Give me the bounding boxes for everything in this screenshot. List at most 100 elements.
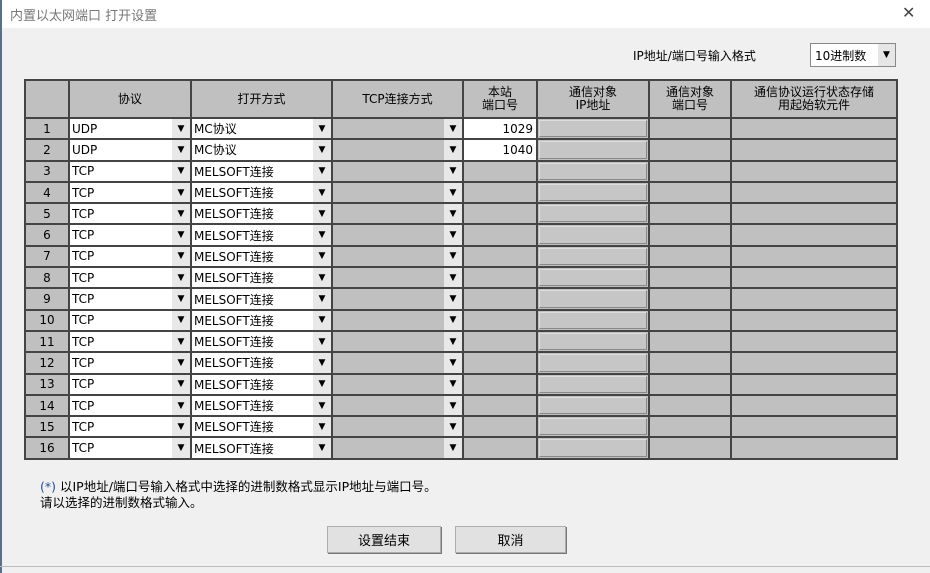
protocol-select[interactable]: TCP ▼ bbox=[68, 308, 192, 332]
open-method-select[interactable]: MELSOFT连接 ▼ bbox=[190, 266, 333, 290]
open-method-select[interactable]: MELSOFT连接 ▼ bbox=[190, 415, 333, 439]
tcp-connection-select[interactable]: ▼ bbox=[331, 138, 464, 162]
open-method-select[interactable]: MELSOFT连接 ▼ bbox=[190, 244, 333, 269]
chevron-down-icon[interactable]: ▼ bbox=[313, 332, 330, 351]
chevron-down-icon[interactable]: ▼ bbox=[444, 183, 461, 202]
chevron-down-icon[interactable]: ▼ bbox=[313, 141, 330, 159]
chevron-down-icon[interactable]: ▼ bbox=[444, 226, 461, 244]
tcp-connection-select[interactable]: ▼ bbox=[331, 202, 464, 226]
chevron-down-icon[interactable]: ▼ bbox=[313, 354, 330, 372]
open-method-select[interactable]: MC协议 ▼ bbox=[190, 116, 333, 141]
chevron-down-icon[interactable]: ▼ bbox=[172, 332, 189, 351]
chevron-down-icon[interactable]: ▼ bbox=[172, 226, 189, 244]
protocol-select[interactable]: TCP ▼ bbox=[68, 159, 192, 183]
finish-settings-button[interactable]: 设置结束 bbox=[327, 526, 441, 553]
chevron-down-icon[interactable]: ▼ bbox=[313, 162, 330, 180]
protocol-select[interactable]: TCP ▼ bbox=[68, 351, 192, 375]
chevron-down-icon[interactable]: ▼ bbox=[313, 396, 330, 415]
protocol-select[interactable]: TCP ▼ bbox=[68, 266, 192, 290]
protocol-select[interactable]: TCP ▼ bbox=[68, 244, 192, 269]
chevron-down-icon[interactable]: ▼ bbox=[313, 375, 330, 393]
tcp-connection-select[interactable]: ▼ bbox=[331, 180, 464, 205]
protocol-select[interactable]: UDP ▼ bbox=[68, 116, 192, 141]
protocol-select[interactable]: TCP ▼ bbox=[68, 287, 192, 311]
tcp-connection-select[interactable]: ▼ bbox=[331, 393, 464, 418]
chevron-down-icon[interactable]: ▼ bbox=[172, 205, 189, 223]
chevron-down-icon[interactable]: ▼ bbox=[172, 396, 189, 415]
chevron-down-icon[interactable]: ▼ bbox=[313, 290, 330, 308]
chevron-down-icon[interactable]: ▼ bbox=[444, 205, 461, 223]
protocol-select[interactable]: TCP ▼ bbox=[68, 329, 192, 354]
chevron-down-icon[interactable]: ▼ bbox=[444, 418, 461, 436]
open-method-select[interactable]: MELSOFT连接 ▼ bbox=[190, 180, 333, 205]
open-method-select[interactable]: MC协议 ▼ bbox=[190, 138, 333, 162]
open-method-select[interactable]: MELSOFT连接 ▼ bbox=[190, 436, 333, 460]
chevron-down-icon[interactable]: ▼ bbox=[172, 162, 189, 180]
tcp-connection-select[interactable]: ▼ bbox=[331, 266, 464, 290]
chevron-down-icon[interactable]: ▼ bbox=[313, 311, 330, 329]
open-method-select[interactable]: MELSOFT连接 ▼ bbox=[190, 223, 333, 247]
open-method-select[interactable]: MELSOFT连接 ▼ bbox=[190, 393, 333, 418]
open-method-select[interactable]: MELSOFT连接 ▼ bbox=[190, 329, 333, 354]
cancel-button[interactable]: 取消 bbox=[455, 526, 566, 553]
chevron-down-icon[interactable]: ▼ bbox=[313, 120, 330, 138]
chevron-down-icon[interactable]: ▼ bbox=[444, 439, 461, 457]
tcp-connection-select[interactable]: ▼ bbox=[331, 372, 464, 396]
chevron-down-icon[interactable]: ▼ bbox=[444, 120, 461, 138]
chevron-down-icon[interactable]: ▼ bbox=[444, 269, 461, 287]
chevron-down-icon[interactable]: ▼ bbox=[444, 290, 461, 308]
chevron-down-icon[interactable]: ▼ bbox=[313, 247, 330, 266]
chevron-down-icon[interactable]: ▼ bbox=[444, 141, 461, 159]
chevron-down-icon[interactable]: ▼ bbox=[878, 44, 895, 66]
chevron-down-icon[interactable]: ▼ bbox=[172, 183, 189, 202]
chevron-down-icon[interactable]: ▼ bbox=[172, 290, 189, 308]
chevron-down-icon[interactable]: ▼ bbox=[172, 439, 189, 457]
protocol-select[interactable]: TCP ▼ bbox=[68, 372, 192, 396]
chevron-down-icon[interactable]: ▼ bbox=[313, 183, 330, 202]
chevron-down-icon[interactable]: ▼ bbox=[172, 375, 189, 393]
chevron-down-icon[interactable]: ▼ bbox=[444, 162, 461, 180]
tcp-connection-select[interactable]: ▼ bbox=[331, 159, 464, 183]
protocol-select[interactable]: TCP ▼ bbox=[68, 202, 192, 226]
tcp-connection-select[interactable]: ▼ bbox=[331, 116, 464, 141]
protocol-select[interactable]: TCP ▼ bbox=[68, 223, 192, 247]
local-port-input[interactable]: 1040 bbox=[462, 138, 538, 162]
chevron-down-icon[interactable]: ▼ bbox=[172, 354, 189, 372]
chevron-down-icon[interactable]: ▼ bbox=[313, 226, 330, 244]
tcp-connection-select[interactable]: ▼ bbox=[331, 223, 464, 247]
chevron-down-icon[interactable]: ▼ bbox=[444, 332, 461, 351]
protocol-select[interactable]: TCP ▼ bbox=[68, 180, 192, 205]
open-method-select[interactable]: MELSOFT连接 ▼ bbox=[190, 159, 333, 183]
chevron-down-icon[interactable]: ▼ bbox=[444, 354, 461, 372]
open-method-select[interactable]: MELSOFT连接 ▼ bbox=[190, 308, 333, 332]
chevron-down-icon[interactable]: ▼ bbox=[172, 141, 189, 159]
open-method-select[interactable]: MELSOFT连接 ▼ bbox=[190, 202, 333, 226]
close-icon[interactable]: ✕ bbox=[902, 3, 916, 22]
chevron-down-icon[interactable]: ▼ bbox=[313, 439, 330, 457]
chevron-down-icon[interactable]: ▼ bbox=[313, 418, 330, 436]
chevron-down-icon[interactable]: ▼ bbox=[172, 247, 189, 266]
tcp-connection-select[interactable]: ▼ bbox=[331, 308, 464, 332]
open-method-select[interactable]: MELSOFT连接 ▼ bbox=[190, 372, 333, 396]
chevron-down-icon[interactable]: ▼ bbox=[172, 418, 189, 436]
chevron-down-icon[interactable]: ▼ bbox=[444, 247, 461, 266]
chevron-down-icon[interactable]: ▼ bbox=[172, 269, 189, 287]
open-method-select[interactable]: MELSOFT连接 ▼ bbox=[190, 351, 333, 375]
protocol-select[interactable]: UDP ▼ bbox=[68, 138, 192, 162]
chevron-down-icon[interactable]: ▼ bbox=[444, 396, 461, 415]
chevron-down-icon[interactable]: ▼ bbox=[172, 311, 189, 329]
protocol-select[interactable]: TCP ▼ bbox=[68, 415, 192, 439]
tcp-connection-select[interactable]: ▼ bbox=[331, 436, 464, 460]
open-method-select[interactable]: MELSOFT连接 ▼ bbox=[190, 287, 333, 311]
local-port-input[interactable]: 1029 bbox=[462, 116, 538, 141]
input-format-select[interactable]: 10进制数 ▼ bbox=[810, 43, 896, 67]
chevron-down-icon[interactable]: ▼ bbox=[444, 375, 461, 393]
chevron-down-icon[interactable]: ▼ bbox=[313, 205, 330, 223]
protocol-select[interactable]: TCP ▼ bbox=[68, 436, 192, 460]
tcp-connection-select[interactable]: ▼ bbox=[331, 287, 464, 311]
tcp-connection-select[interactable]: ▼ bbox=[331, 244, 464, 269]
chevron-down-icon[interactable]: ▼ bbox=[172, 120, 189, 138]
tcp-connection-select[interactable]: ▼ bbox=[331, 351, 464, 375]
tcp-connection-select[interactable]: ▼ bbox=[331, 415, 464, 439]
chevron-down-icon[interactable]: ▼ bbox=[313, 269, 330, 287]
